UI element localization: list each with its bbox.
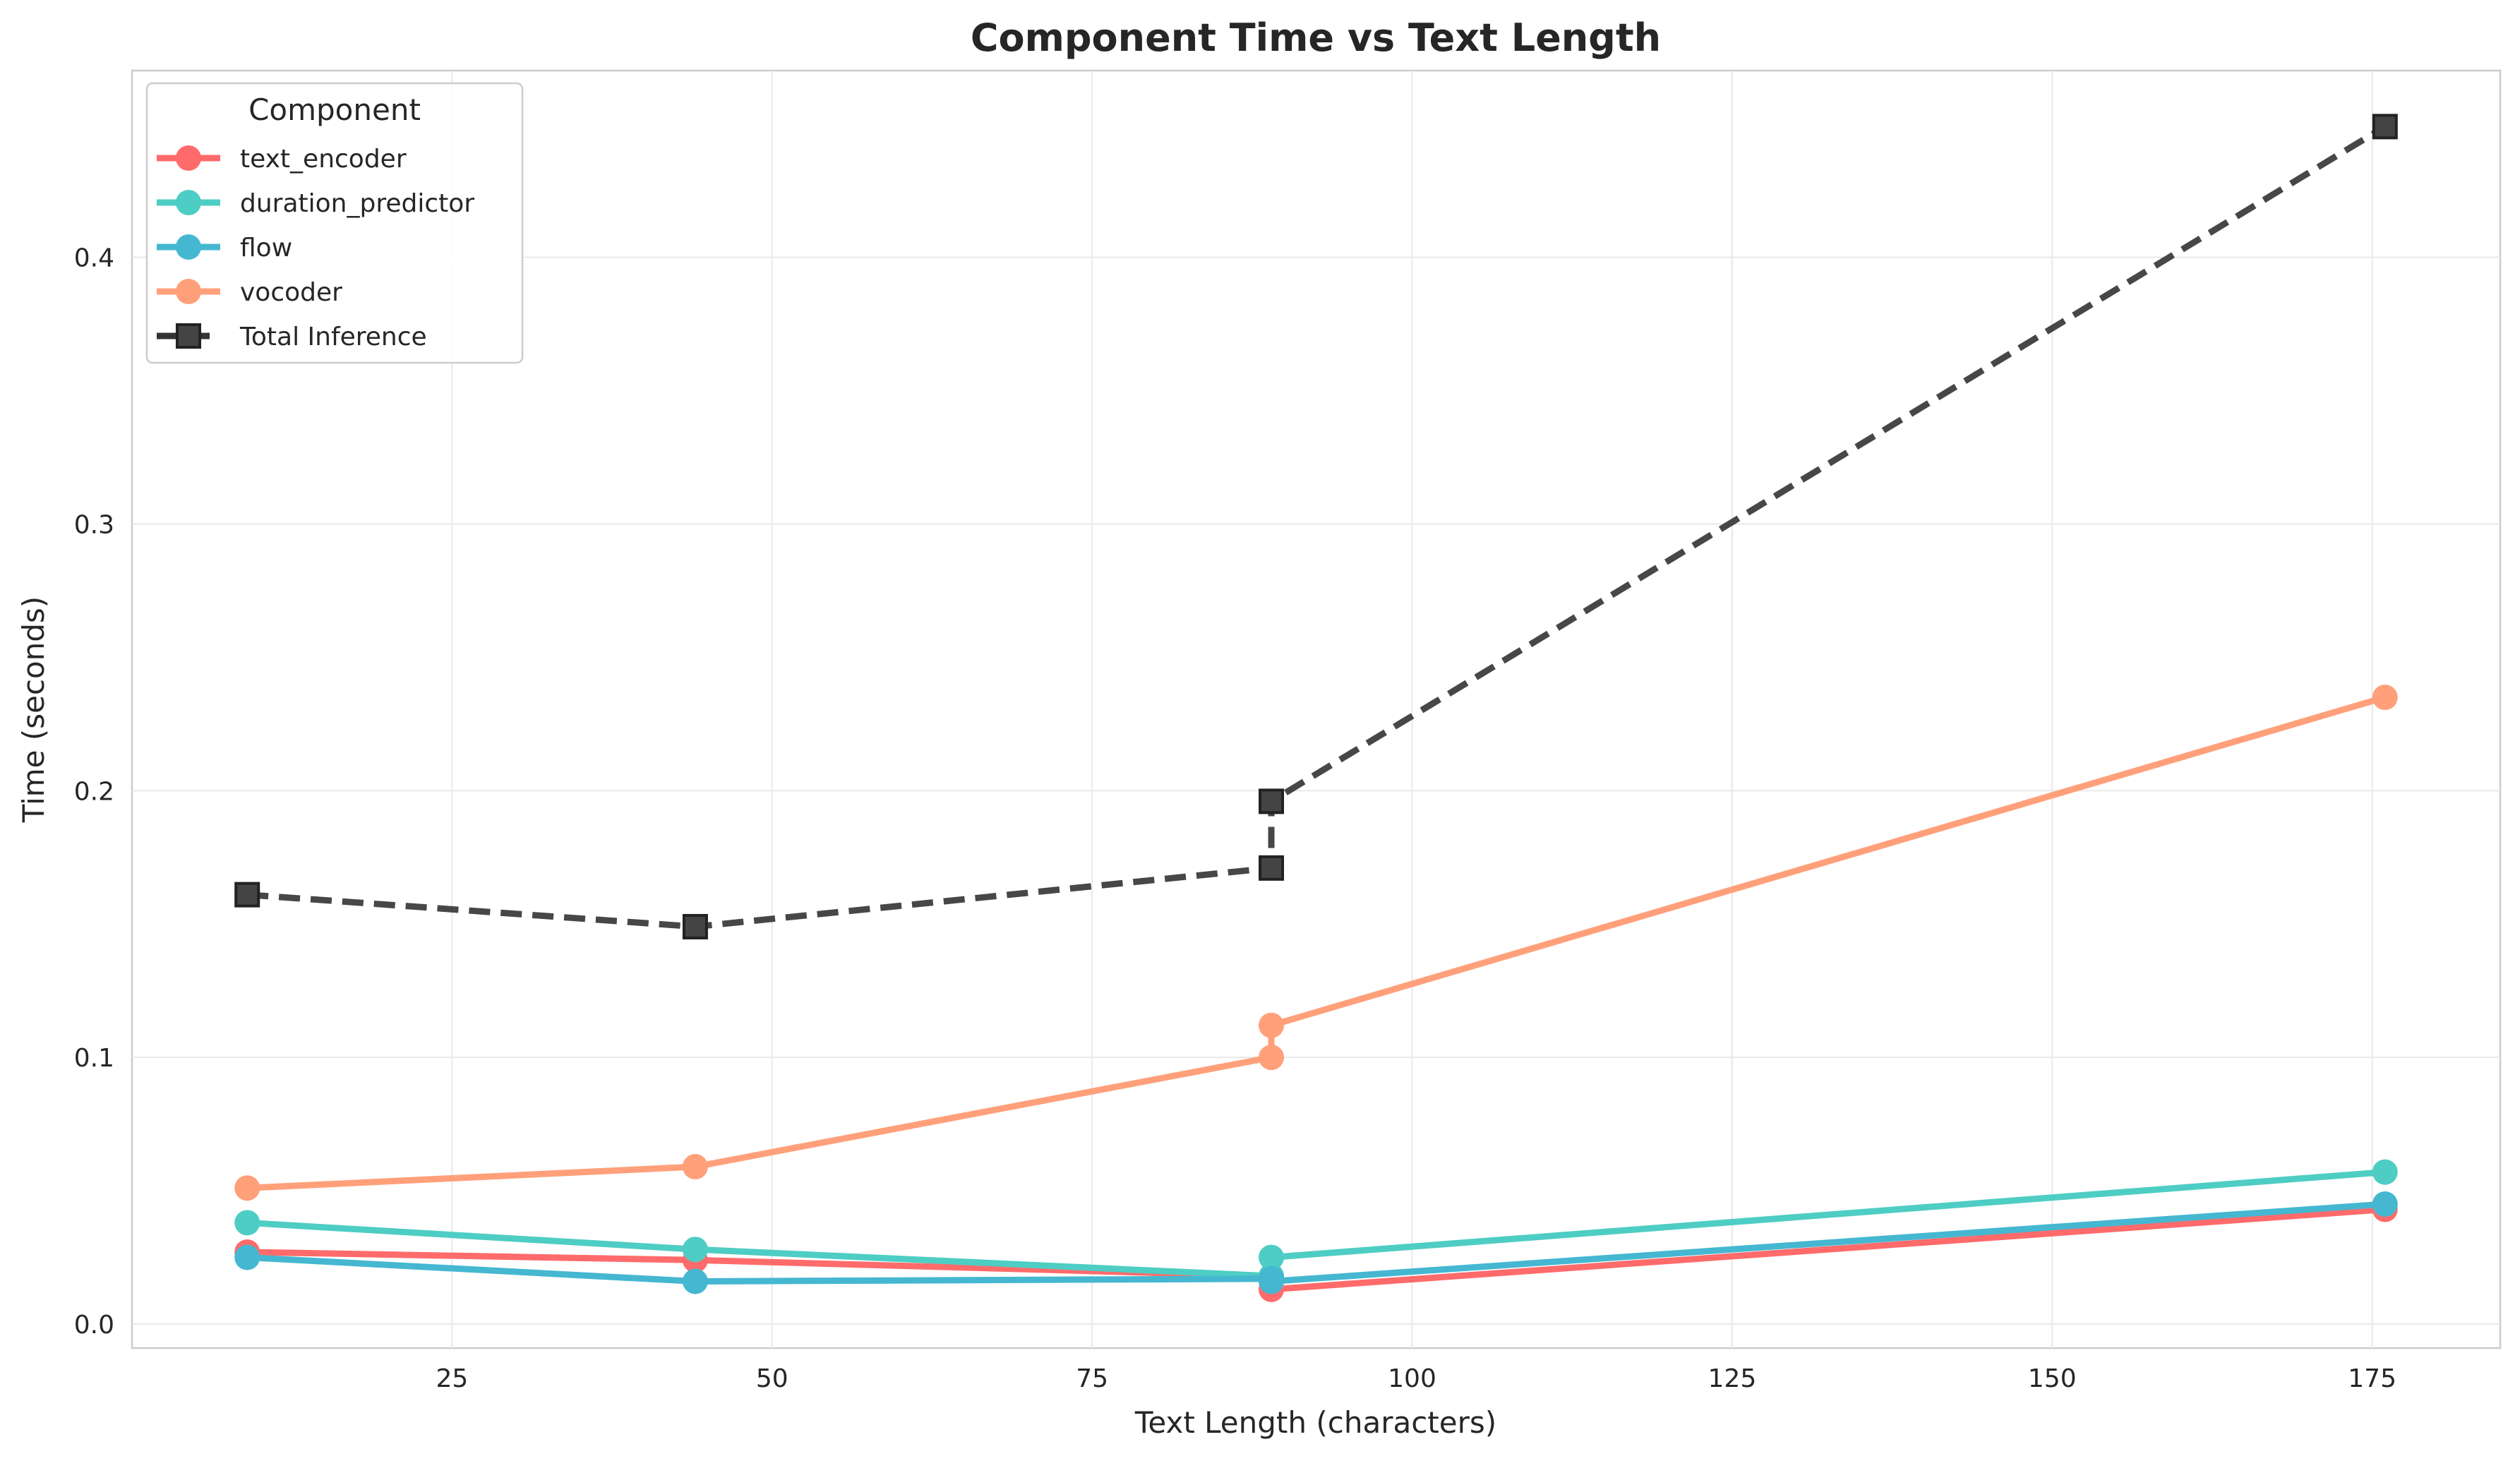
data-point-flow — [2372, 1191, 2398, 1217]
data-point-vocoder — [2372, 684, 2398, 710]
chart-title: Component Time vs Text Length — [971, 16, 1661, 60]
x-axis-label: Text Length (characters) — [1134, 1405, 1496, 1440]
y-tick-label: 0.0 — [74, 1311, 114, 1340]
legend-marker — [176, 190, 201, 215]
legend-label: flow — [240, 234, 292, 263]
y-axis-ticks: 0.0 0.1 0.2 0.3 0.4 — [74, 244, 114, 1340]
data-point-duration-predictor — [234, 1210, 260, 1236]
legend-label: text_encoder — [240, 145, 407, 174]
x-tick-label: 50 — [756, 1364, 788, 1393]
y-axis-label: Time (seconds) — [16, 596, 51, 824]
data-point-vocoder — [1259, 1012, 1285, 1038]
data-point-total-inference — [682, 913, 708, 939]
legend-title: Component — [248, 92, 421, 127]
legend-label: Total Inference — [239, 323, 427, 351]
x-tick-label: 75 — [1076, 1364, 1108, 1393]
x-tick-label: 175 — [2348, 1364, 2396, 1393]
legend-marker — [176, 323, 201, 349]
data-point-total-inference — [2372, 114, 2398, 140]
legend-item-duration-predictor: duration_predictor — [157, 189, 474, 218]
data-point-flow — [234, 1244, 260, 1270]
x-tick-label: 150 — [2028, 1364, 2077, 1393]
x-axis-ticks: 25 50 75 100 125 150 175 — [436, 1364, 2396, 1393]
data-point-vocoder — [234, 1175, 260, 1201]
legend-label: duration_predictor — [240, 189, 474, 218]
legend-box — [145, 82, 524, 364]
legend-label: vocoder — [240, 278, 342, 307]
legend-item-vocoder: vocoder — [157, 278, 342, 307]
x-tick-label: 25 — [436, 1364, 468, 1393]
y-tick-label: 0.2 — [74, 777, 114, 806]
plot-area — [131, 69, 2502, 1349]
y-tick-label: 0.4 — [74, 244, 114, 273]
x-tick-label: 100 — [1388, 1364, 1436, 1393]
x-tick-label: 125 — [1708, 1364, 1757, 1393]
series-vocoder — [234, 684, 2398, 1201]
data-point-flow — [1259, 1268, 1285, 1294]
data-point-duration-predictor — [682, 1237, 708, 1263]
data-point-total-inference — [234, 882, 260, 908]
legend-marker — [176, 234, 201, 260]
series-flow — [234, 1191, 2398, 1294]
data-point-duration-predictor — [2372, 1159, 2398, 1185]
data-point-vocoder — [682, 1154, 708, 1180]
data-point-total-inference — [1259, 788, 1285, 814]
legend: Component text_encoder duration_predictor… — [145, 82, 524, 364]
series-total-inference — [234, 114, 2398, 939]
data-point-vocoder — [1259, 1045, 1285, 1071]
legend-marker — [176, 145, 201, 171]
data-point-flow — [682, 1268, 708, 1294]
y-tick-label: 0.1 — [74, 1044, 114, 1073]
data-point-total-inference — [1259, 855, 1285, 881]
series-layer — [234, 114, 2398, 1302]
legend-item-flow: flow — [157, 234, 292, 263]
y-tick-label: 0.3 — [74, 510, 114, 539]
legend-item-total-inference: Total Inference — [157, 323, 427, 351]
legend-item-text-encoder: text_encoder — [157, 145, 407, 174]
legend-marker — [176, 279, 201, 304]
data-point-duration-predictor — [1259, 1244, 1285, 1270]
